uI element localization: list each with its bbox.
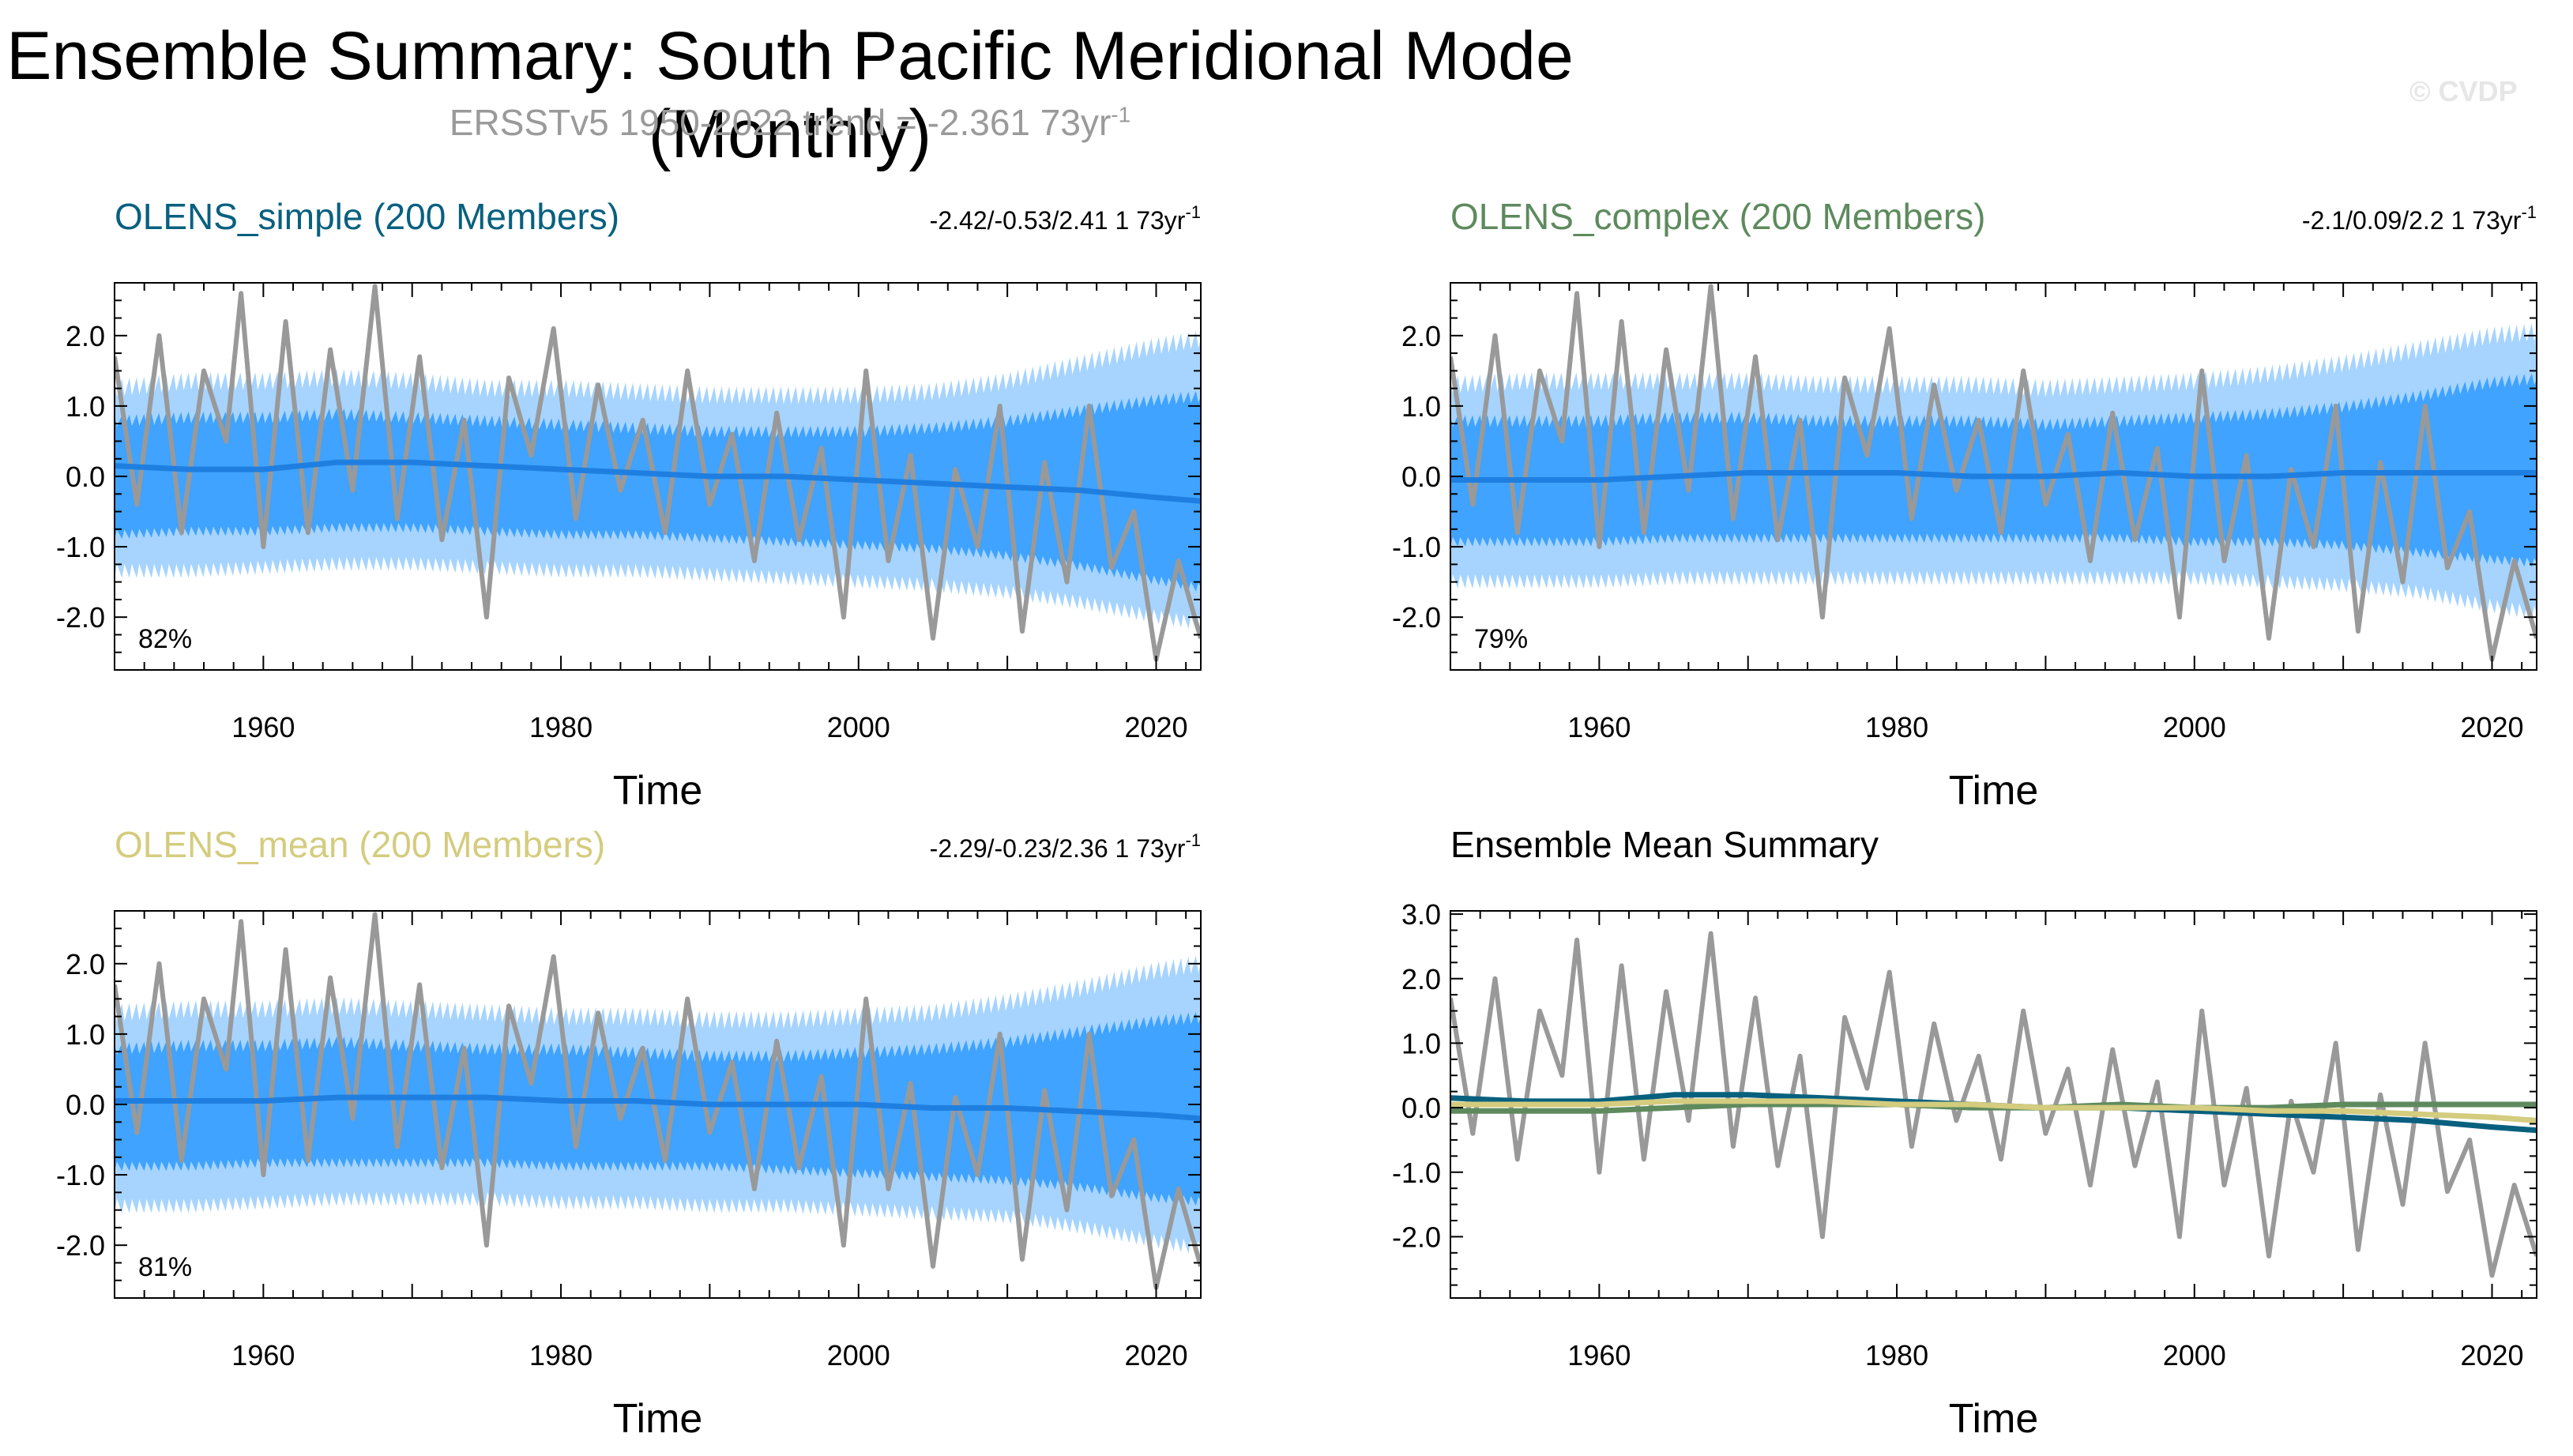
trend-exponent: -1 (2521, 202, 2537, 222)
x-axis-label: Time (1949, 1396, 2039, 1442)
x-tick-label: 2000 (827, 711, 890, 743)
panel-olens-simple: OLENS_simple (200 Members) -2.42/-0.53/2.… (56, 196, 1202, 814)
y-tick-label: -2.0 (1392, 1221, 1441, 1253)
y-tick-label: 2.0 (1401, 963, 1441, 995)
y-tick-label: -2.0 (56, 1229, 105, 1262)
plot-area (115, 912, 1201, 1290)
trend-exponent: -1 (1185, 202, 1201, 222)
plot-area (1450, 284, 2537, 662)
x-tick-label: 1980 (529, 1339, 592, 1371)
x-tick-label: 2000 (827, 1339, 890, 1371)
x-tick-label: 1960 (231, 1339, 295, 1371)
y-tick-label: 1.0 (66, 1018, 105, 1051)
y-tick-label: 0.0 (1401, 461, 1441, 493)
x-tick-label: 2000 (2163, 711, 2226, 743)
x-tick-label: 1960 (1567, 1339, 1631, 1371)
y-tick-label: 1.0 (1401, 390, 1441, 423)
y-tick-label: 3.0 (1401, 898, 1441, 931)
panel-title: OLENS_complex (200 Members) (1450, 196, 1985, 237)
plot-area (115, 284, 1201, 662)
panel-title: OLENS_mean (200 Members) (115, 824, 605, 865)
inner-spread-band (115, 1011, 1201, 1206)
y-tick-label: 1.0 (66, 390, 105, 423)
x-tick-label: 1980 (1865, 1339, 1928, 1371)
x-axis-label: Time (613, 768, 703, 814)
subtitle-text: ERSSTv5 1950-2022 trend = -2.361 73yr (449, 102, 1112, 143)
percent-label: 79% (1474, 624, 1528, 654)
y-tick-label: -1.0 (56, 531, 105, 563)
x-axis-label: Time (1949, 768, 2039, 814)
y-tick-label: 2.0 (66, 320, 105, 352)
panel-ensemble-mean-summary: Ensemble Mean Summary -2.0 -1.0 0.0 1.0 2.0 3.… (1392, 824, 2537, 1442)
y-tick-label: -1.0 (56, 1159, 105, 1191)
x-tick-label: 2020 (1124, 1339, 1187, 1371)
panel-trend-text: -2.1/0.09/2.2 1 73yr-1 (2302, 202, 2537, 235)
x-tick-label: 1960 (1567, 711, 1631, 743)
y-tick-label: 0.0 (66, 1089, 105, 1121)
panel-olens-mean: OLENS_mean (200 Members) -2.29/-0.23/2.36… (56, 824, 1202, 1442)
plot-frame (1450, 910, 2537, 1299)
ensemble-mean-line (115, 1094, 1201, 1122)
x-tick-label: 2020 (2460, 711, 2523, 743)
y-tick-label: -1.0 (1392, 531, 1441, 563)
subtitle-exponent: -1 (1111, 102, 1131, 127)
trend-exponent: -1 (1185, 830, 1201, 850)
plot-area (1450, 931, 2537, 1278)
x-tick-label: 1980 (529, 711, 592, 743)
percent-label: 81% (138, 1252, 192, 1282)
y-tick-label: -2.0 (56, 601, 105, 634)
x-tick-label: 2000 (2163, 1339, 2226, 1371)
y-tick-label: 2.0 (1401, 320, 1441, 352)
panel-title: Ensemble Mean Summary (1450, 824, 1879, 865)
percent-label: 82% (138, 624, 192, 654)
panel-trend-text: -2.29/-0.23/2.36 1 73yr-1 (930, 830, 1201, 863)
copyright-watermark: © CVDP (2409, 75, 2518, 107)
y-tick-label: -1.0 (1392, 1157, 1441, 1189)
x-tick-label: 2020 (2460, 1339, 2523, 1371)
panel-title: OLENS_simple (200 Members) (115, 196, 619, 237)
x-axis-label: Time (613, 1396, 703, 1442)
x-tick-label: 1960 (231, 711, 295, 743)
figure-subtitle: ERSSTv5 1950-2022 trend = -2.361 73yr-1 (0, 101, 1580, 144)
y-tick-label: 2.0 (66, 948, 105, 980)
panel-trend-text: -2.42/-0.53/2.41 1 73yr-1 (930, 202, 1201, 235)
x-tick-label: 1980 (1865, 711, 1928, 743)
panel-olens-complex: OLENS_complex (200 Members) -2.1/0.09/2.2… (1392, 196, 2537, 814)
figure-title: Ensemble Summary: South Pacific Meridion… (6, 18, 1574, 172)
x-tick-label: 2020 (1124, 711, 1187, 743)
ensemble-mean-line (1450, 470, 2537, 483)
y-tick-label: 0.0 (66, 461, 105, 493)
series-line-mean (1450, 1098, 2537, 1123)
y-tick-label: 1.0 (1401, 1027, 1441, 1059)
ensemble-mean-line (115, 459, 1201, 504)
y-tick-label: 0.0 (1401, 1092, 1441, 1124)
y-tick-label: -2.0 (1392, 601, 1441, 634)
